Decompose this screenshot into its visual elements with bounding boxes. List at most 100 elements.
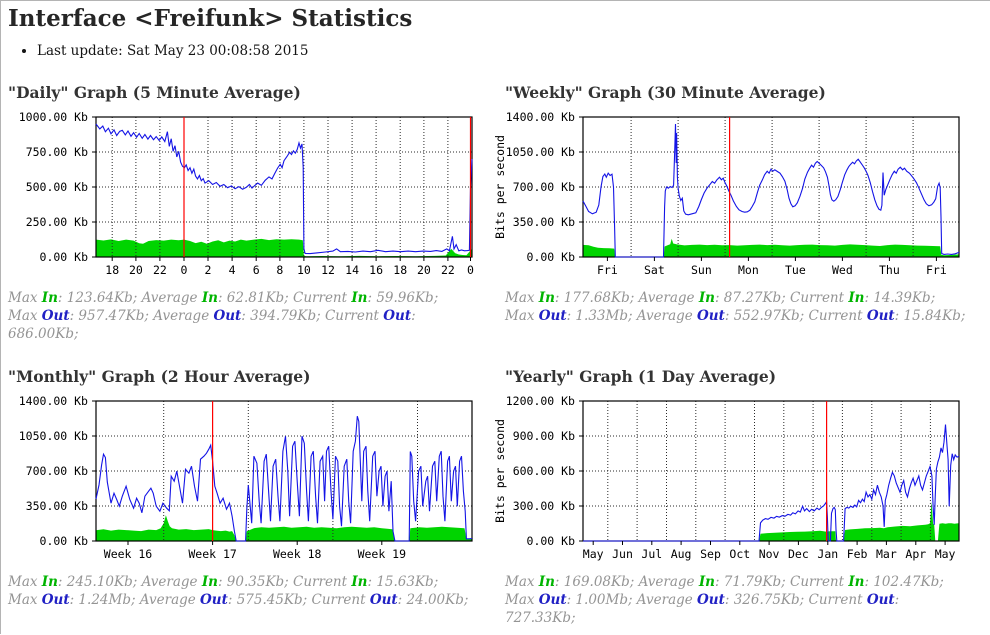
svg-text:0: 0: [467, 263, 474, 277]
svg-text:Apr: Apr: [905, 547, 926, 561]
graph-block-daily: "Daily" Graph (5 Minute Average) 1000.00 …: [8, 59, 481, 343]
in-series-label: In: [351, 574, 368, 591]
svg-text:700.00 Kb: 700.00 Kb: [26, 464, 88, 478]
y-axis-labels: 1400.00 Kb 1050.00 Kb 700.00 Kb 350.00 Kb 0.…: [506, 111, 583, 264]
out-traffic-line: [95, 123, 473, 255]
graphs-grid: "Daily" Graph (5 Minute Average) 1000.00 …: [8, 59, 986, 627]
graph-stats-daily: Max In: 123.64Kb; Average In: 62.81Kb; C…: [8, 289, 481, 343]
in-series-label: In: [848, 290, 865, 306]
svg-text:18: 18: [105, 263, 119, 277]
svg-text:1400.00 Kb: 1400.00 Kb: [19, 395, 88, 408]
svg-text:Fri: Fri: [597, 263, 618, 277]
x-axis-labels: Week 16 Week 17 Week 18 Week 19: [104, 541, 406, 561]
svg-text:Fri: Fri: [926, 263, 947, 277]
out-series-label: Out: [866, 592, 895, 609]
svg-text:500.00 Kb: 500.00 Kb: [26, 180, 88, 194]
svg-text:350.00 Kb: 350.00 Kb: [26, 499, 88, 513]
svg-text:0.00 Kb: 0.00 Kb: [527, 534, 576, 548]
out-traffic-line: [95, 416, 473, 542]
svg-text:Mon: Mon: [738, 263, 759, 277]
out-series-label: Out: [866, 308, 895, 325]
svg-text:22: 22: [153, 263, 167, 277]
update-list: Last update: Sat May 23 00:08:58 2015: [8, 43, 986, 59]
graph-heading-yearly: "Yearly" Graph (1 Day Average): [505, 367, 777, 387]
svg-text:Week 17: Week 17: [188, 547, 237, 561]
in-series-label: In: [698, 290, 715, 306]
svg-text:Feb: Feb: [847, 547, 868, 561]
y-axis-labels: 1400.00 Kb 1050.00 Kb 700.00 Kb 350.00 Kb 0.…: [19, 395, 96, 548]
out-series-label: Out: [538, 592, 567, 609]
stats-line-in: Max In: 123.64Kb; Average In: 62.81Kb; C…: [8, 290, 439, 306]
svg-text:Sat: Sat: [644, 263, 665, 277]
stats-line-in: Max In: 177.68Kb; Average In: 87.27Kb; C…: [505, 290, 936, 306]
svg-text:May: May: [583, 547, 604, 561]
out-series-label: Out: [200, 592, 228, 609]
in-series-label: In: [41, 290, 58, 306]
svg-text:0: 0: [181, 263, 188, 277]
out-series-label: Out: [41, 308, 70, 325]
daily-graph-image: 1000.00 Kb 750.00 Kb 500.00 Kb 250.00 Kb 0.0…: [19, 111, 474, 277]
weekly-graph-image: 1400.00 Kb 1050.00 Kb 700.00 Kb 350.00 Kb 0.…: [495, 111, 960, 277]
svg-text:Bits per second: Bits per second: [495, 135, 507, 239]
svg-text:Sun: Sun: [691, 263, 712, 277]
in-series-label: In: [351, 290, 368, 306]
graph-block-monthly: "Monthly" Graph (2 Hour Average) 1400.00 …: [8, 343, 481, 627]
svg-text:22: 22: [441, 263, 455, 277]
plot-area: [583, 117, 959, 257]
svg-text:1050.00 Kb: 1050.00 Kb: [506, 145, 575, 159]
svg-text:4: 4: [229, 263, 236, 277]
stats-line-in: Max In: 245.10Kb; Average In: 90.35Kb; C…: [8, 574, 439, 591]
plot-area: [583, 401, 959, 542]
out-traffic-line: [582, 123, 960, 258]
svg-text:Wed: Wed: [832, 263, 853, 277]
x-axis-labels: 18 20 22 0 2 4 6 8 10 12 14 16 18 20 22 0: [105, 257, 474, 277]
svg-text:20: 20: [417, 263, 431, 277]
svg-text:0.00 Kb: 0.00 Kb: [40, 534, 89, 548]
svg-text:0.00 Kb: 0.00 Kb: [527, 250, 576, 264]
svg-text:12: 12: [321, 263, 335, 277]
svg-text:Week 16: Week 16: [104, 547, 153, 561]
in-series-label: In: [41, 574, 58, 591]
out-series-label: Out: [213, 308, 242, 325]
graph-stats-monthly: Max In: 245.10Kb; Average In: 90.35Kb; C…: [8, 573, 481, 609]
svg-text:16: 16: [369, 263, 383, 277]
x-axis-labels: Fri Sat Sun Mon Tue Wed Thu Fri: [597, 257, 947, 277]
svg-text:900.00 Kb: 900.00 Kb: [513, 429, 575, 443]
graph-block-weekly: "Weekly" Graph (30 Minute Average) 1400.0…: [495, 59, 968, 343]
stats-line-out: Max Out: 1.24Mb; Average Out: 575.45Kb; …: [8, 592, 469, 609]
svg-text:700.00 Kb: 700.00 Kb: [513, 180, 575, 194]
in-traffic-area: [96, 515, 472, 542]
graph-stats-weekly: Max In: 177.68Kb; Average In: 87.27Kb; C…: [505, 289, 968, 325]
out-series-label: Out: [383, 308, 412, 325]
in-series-label: In: [538, 574, 555, 591]
in-series-label: In: [201, 574, 218, 591]
x-axis-labels: May Jun Jul Aug Sep Oct Nov Dec Jan Feb Mar Apr May: [583, 541, 956, 561]
svg-text:1000.00 Kb: 1000.00 Kb: [19, 111, 88, 124]
graph-heading-daily: "Daily" Graph (5 Minute Average): [8, 83, 301, 102]
in-traffic-area: [583, 501, 959, 542]
monthly-graph-image: 1400.00 Kb 1050.00 Kb 700.00 Kb 350.00 Kb 0.…: [19, 395, 473, 561]
svg-text:Jan: Jan: [817, 547, 838, 561]
graph-block-yearly: "Yearly" Graph (1 Day Average) 1200.00 Kb…: [495, 343, 968, 627]
svg-text:8: 8: [276, 263, 283, 277]
y-axis-title: Bits per second: [495, 419, 507, 523]
svg-text:6: 6: [253, 263, 260, 277]
svg-text:250.00 Kb: 250.00 Kb: [26, 215, 88, 229]
svg-text:18: 18: [393, 263, 407, 277]
svg-text:Oct: Oct: [729, 547, 750, 561]
stats-line-out: Max Out: 1.00Mb; Average Out: 326.75Kb; …: [505, 592, 900, 627]
y-axis-labels: 1000.00 Kb 750.00 Kb 500.00 Kb 250.00 Kb 0.0…: [19, 111, 96, 264]
graph-heading-weekly: "Weekly" Graph (30 Minute Average): [505, 83, 826, 102]
svg-text:Tue: Tue: [785, 263, 806, 277]
in-series-label: In: [538, 290, 555, 306]
svg-text:Week 18: Week 18: [273, 547, 322, 561]
svg-text:Dec: Dec: [788, 547, 809, 561]
svg-text:Week 19: Week 19: [358, 547, 407, 561]
y-axis-title: Bits per second: [495, 135, 507, 239]
page-title: Interface <Freifunk> Statistics: [8, 5, 413, 32]
svg-text:0.00 Kb: 0.00 Kb: [40, 250, 89, 264]
graph-stats-yearly: Max In: 169.08Kb; Average In: 71.79Kb; C…: [505, 573, 968, 627]
out-traffic-line: [583, 424, 960, 542]
svg-text:14: 14: [345, 263, 359, 277]
